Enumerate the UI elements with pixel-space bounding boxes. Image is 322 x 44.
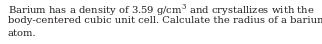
Text: atom.: atom. xyxy=(8,29,37,38)
Text: Barium has a density of 3.59 g/cm$^{\mathregular{3}}$ and crystallizes with the: Barium has a density of 3.59 g/cm$^{\mat… xyxy=(8,3,315,18)
Text: body-centered cubic unit cell. Calculate the radius of a barium: body-centered cubic unit cell. Calculate… xyxy=(8,16,322,25)
